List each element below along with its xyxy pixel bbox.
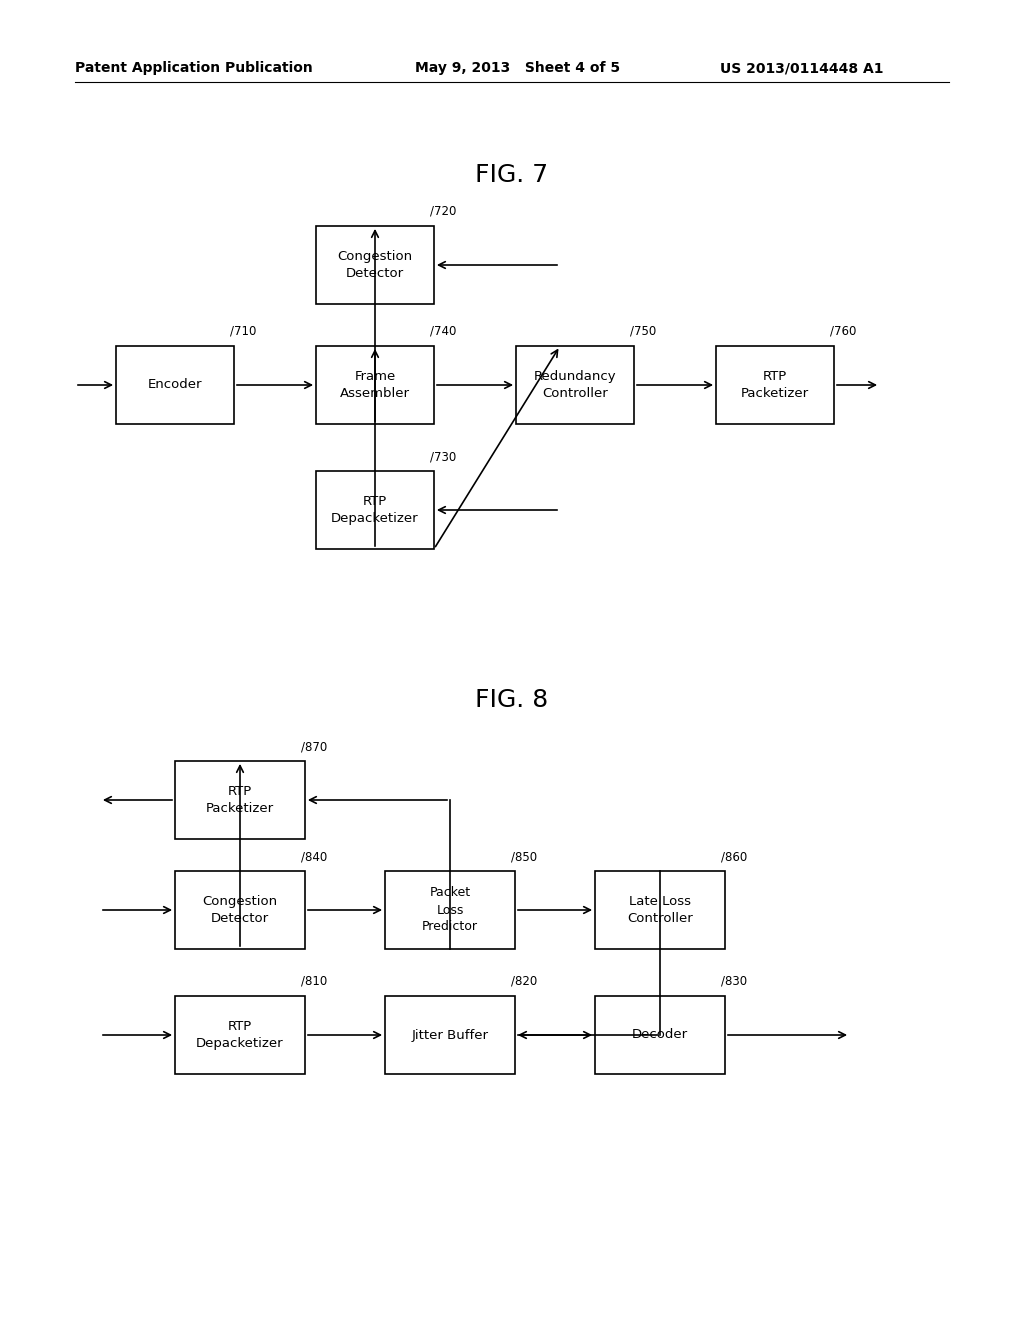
Text: Patent Application Publication: Patent Application Publication [75,61,312,75]
Text: RTP
Depacketizer: RTP Depacketizer [331,495,419,525]
Text: /760: /760 [830,325,856,338]
Text: RTP
Depacketizer: RTP Depacketizer [197,1020,284,1049]
Text: /860: /860 [721,850,748,863]
Bar [516,346,634,424]
Bar [595,997,725,1074]
Text: /820: /820 [511,975,538,987]
Bar [716,346,834,424]
Text: Redundancy
Controller: Redundancy Controller [534,370,616,400]
Text: /740: /740 [430,325,457,338]
Text: US 2013/0114448 A1: US 2013/0114448 A1 [720,61,884,75]
Text: /870: /870 [301,741,328,752]
Bar [175,997,305,1074]
Text: Late Loss
Controller: Late Loss Controller [627,895,693,925]
Bar [316,346,434,424]
Bar [316,471,434,549]
Text: Congestion
Detector: Congestion Detector [203,895,278,925]
Text: /840: /840 [301,850,328,863]
Text: /750: /750 [630,325,656,338]
Text: FIG. 8: FIG. 8 [475,688,549,711]
Text: Packet
Loss
Predictor: Packet Loss Predictor [422,887,478,933]
Text: /850: /850 [511,850,538,863]
Text: Decoder: Decoder [632,1028,688,1041]
Text: Congestion
Detector: Congestion Detector [338,249,413,280]
Text: /710: /710 [230,325,256,338]
Bar [316,226,434,304]
Bar [385,871,515,949]
Bar [595,871,725,949]
Bar [175,871,305,949]
Bar [385,997,515,1074]
Text: FIG. 7: FIG. 7 [475,162,549,187]
Text: RTP
Packetizer: RTP Packetizer [206,785,274,814]
Text: /830: /830 [721,975,748,987]
Text: Jitter Buffer: Jitter Buffer [412,1028,488,1041]
Text: /810: /810 [301,975,328,987]
Text: Encoder: Encoder [147,379,203,392]
Text: RTP
Packetizer: RTP Packetizer [741,370,809,400]
Bar [175,762,305,840]
Text: May 9, 2013   Sheet 4 of 5: May 9, 2013 Sheet 4 of 5 [415,61,621,75]
Text: /720: /720 [430,205,457,218]
Bar [116,346,234,424]
Text: Frame
Assembler: Frame Assembler [340,370,410,400]
Text: /730: /730 [430,450,457,463]
